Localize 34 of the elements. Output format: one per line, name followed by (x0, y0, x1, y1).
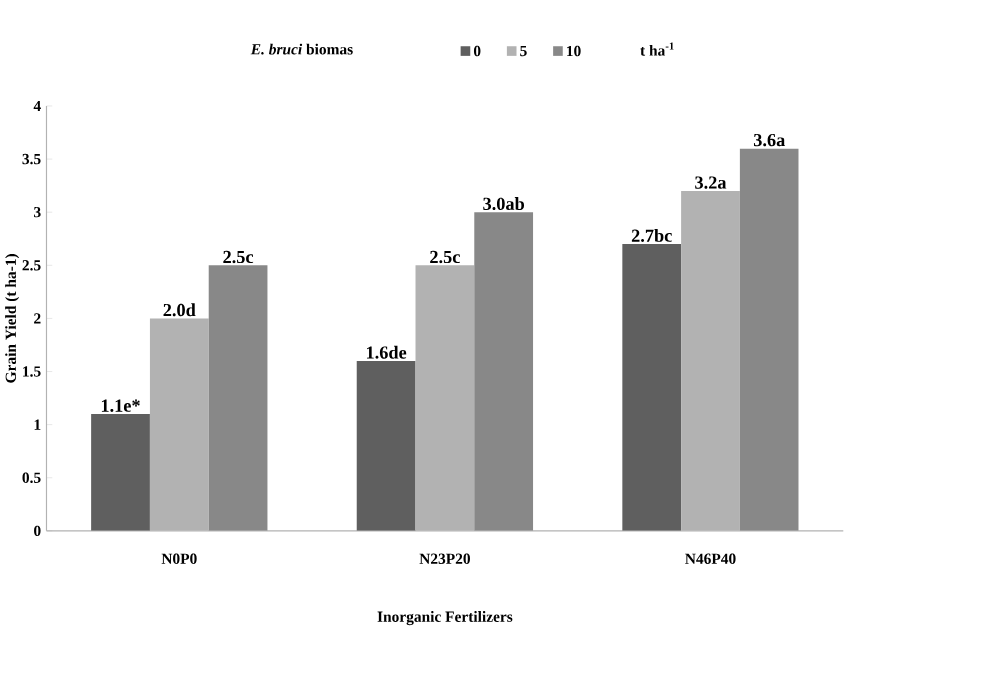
data-label: 2.7bc (631, 228, 672, 242)
data-label: 3.6a (753, 133, 786, 147)
y-tick-label: 0.5 (22, 472, 41, 483)
data-label: 2.0d (163, 303, 196, 317)
bar (91, 414, 150, 531)
x-axis-title: Inorganic Fertilizers (377, 611, 513, 626)
bar (474, 212, 534, 531)
legend-title: E. bruci biomas (250, 43, 353, 55)
y-tick-label: 2.5 (22, 260, 41, 271)
legend-label: 0 (473, 45, 481, 57)
data-label: 1.6de (366, 345, 407, 359)
y-tick-label: 2 (34, 313, 41, 324)
y-tick-label: 1.5 (23, 366, 41, 377)
data-label: 2.5c (430, 250, 460, 264)
bar (622, 244, 682, 531)
data-label: 3.2a (695, 176, 727, 189)
y-tick-label: 4 (33, 100, 41, 112)
x-tick-label: N23P20 (419, 553, 470, 564)
y-tick-label: 1 (34, 419, 41, 430)
y-tick-label: 3 (34, 207, 41, 218)
legend-label: 5 (520, 45, 527, 57)
y-tick-label: 3.5 (22, 153, 41, 165)
x-tick-label: N46P40 (685, 553, 736, 564)
y-axis-title: Grain Yield (t ha-1) (5, 254, 20, 383)
text: t ha$^{-1}$ (640, 42, 674, 56)
data-label: 2.5c (223, 250, 254, 264)
bar (739, 148, 799, 531)
bar (356, 360, 416, 531)
bar (208, 265, 268, 531)
data-label: 1.1e* (101, 399, 140, 412)
legend-label: 10 (567, 45, 581, 57)
x-tick-label: N0P0 (161, 553, 197, 564)
data-label: 3.0ab (483, 197, 525, 211)
y-tick-label: 0 (34, 525, 41, 537)
